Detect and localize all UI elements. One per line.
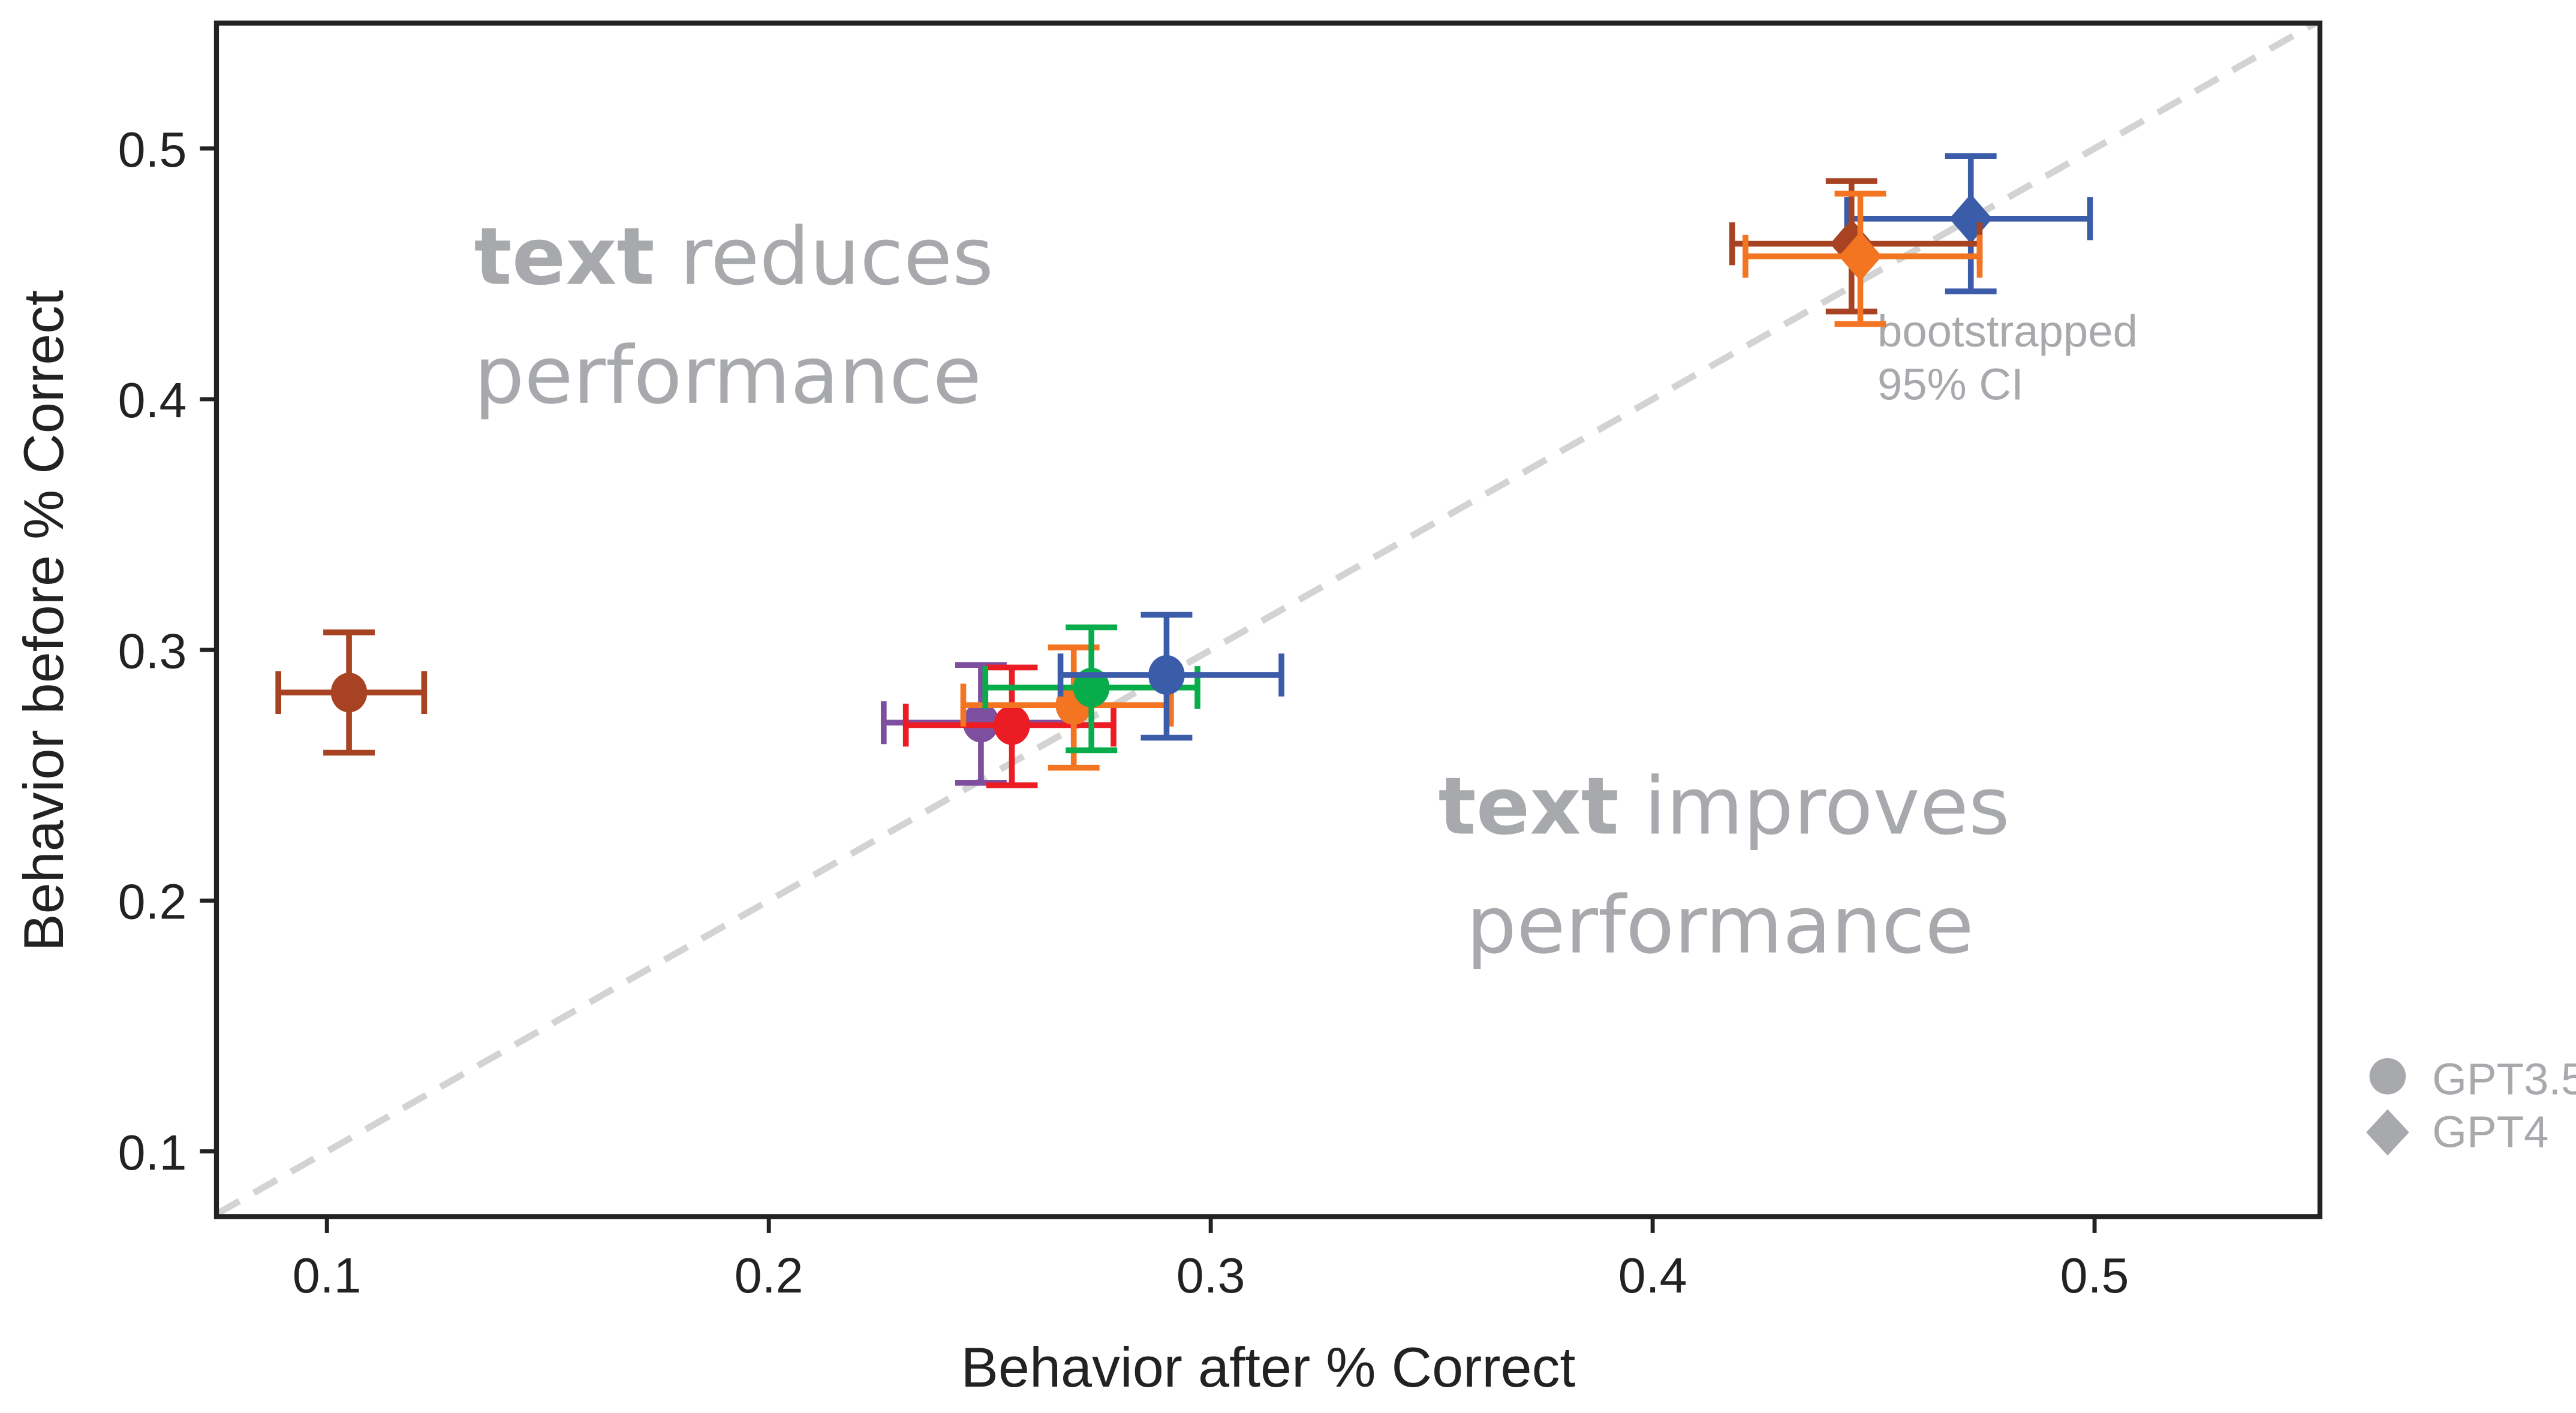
annotation-improves-bold: text [1439, 761, 1619, 853]
x-axis: 0.1 0.2 0.3 0.4 0.5 [293, 1216, 2129, 1303]
svg-text:text reduces: text reduces [474, 211, 994, 303]
legend: GPT3.5 GPT4 [2366, 1055, 2576, 1157]
x-tick-label: 0.1 [293, 1248, 362, 1303]
annotation-reduces-line2: performance [474, 330, 982, 422]
data-point-diamond [1838, 231, 1882, 281]
ci-note-line2: 95% CI [1877, 359, 2024, 409]
legend-label-gpt4: GPT4 [2432, 1107, 2548, 1157]
y-axis-label: Behavior before % Correct [12, 290, 75, 951]
reference-line-group [215, 20, 2318, 1217]
data-point-group [1057, 611, 1284, 741]
y-tick-label: 0.5 [118, 122, 187, 177]
legend-diamond-icon [2366, 1109, 2409, 1156]
x-tick-label: 0.4 [1618, 1248, 1687, 1303]
data-point-circle [1148, 655, 1185, 695]
data-point-circle [330, 673, 368, 713]
data-point-diamond [1949, 194, 1993, 244]
y-tick-label: 0.4 [118, 372, 187, 428]
x-tick-label: 0.2 [735, 1248, 804, 1303]
annotation-reduces: text reduces performance [474, 211, 994, 422]
y-tick-label: 0.3 [118, 623, 187, 679]
annotation-improves-line2: performance [1466, 879, 1973, 972]
legend-label-gpt35: GPT3.5 [2432, 1055, 2576, 1104]
x-axis-label: Behavior after % Correct [961, 1336, 1576, 1399]
y-axis: 0.1 0.2 0.3 0.4 0.5 [118, 122, 216, 1180]
reference-line [215, 20, 2318, 1217]
x-tick-label: 0.5 [2060, 1248, 2129, 1303]
annotation-improves-text: improves [1619, 761, 2010, 853]
data-point-group [275, 629, 428, 756]
annotation-reduces-text: reduces [655, 211, 994, 303]
legend-circle-icon [2369, 1058, 2406, 1095]
y-tick-label: 0.1 [118, 1125, 187, 1180]
y-tick-label: 0.2 [118, 874, 187, 930]
data-point-group [902, 664, 1117, 788]
annotation-improves: text improves performance [1439, 761, 2010, 972]
svg-text:text improves: text improves [1439, 761, 2010, 853]
data-point-group [1743, 191, 1983, 327]
annotation-reduces-bold: text [474, 211, 655, 303]
data-point-circle [994, 705, 1030, 745]
ci-note-line1: bootstrapped [1877, 306, 2138, 356]
x-tick-label: 0.3 [1176, 1248, 1245, 1303]
plot-frame [213, 20, 2323, 1219]
data-point-group [1844, 153, 2093, 294]
